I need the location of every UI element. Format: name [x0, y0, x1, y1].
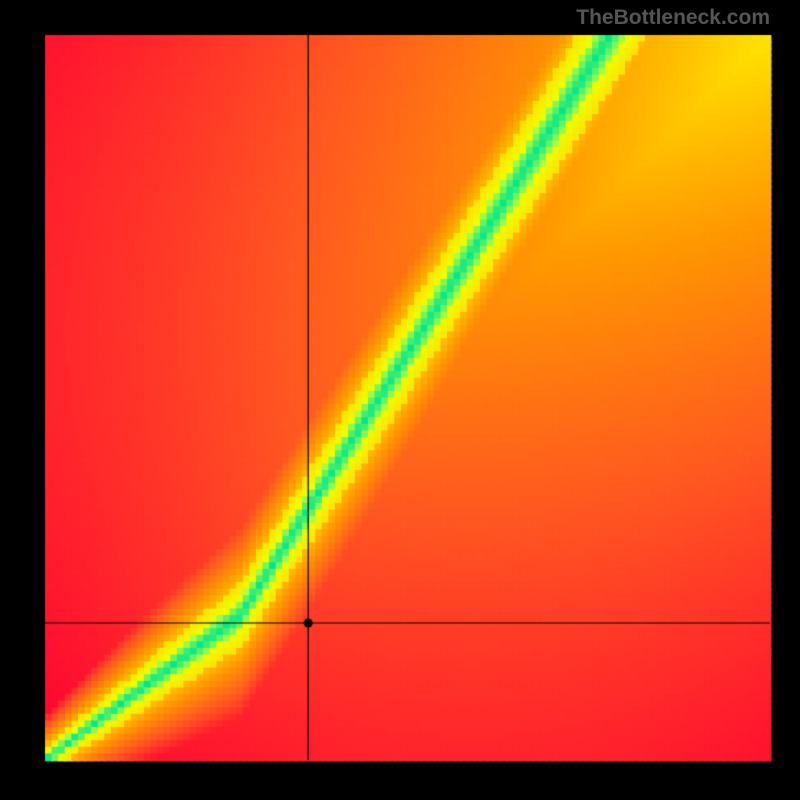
- watermark-text: TheBottleneck.com: [576, 6, 770, 30]
- heatmap-canvas: [0, 0, 800, 800]
- figure-container: TheBottleneck.com: [0, 0, 800, 800]
